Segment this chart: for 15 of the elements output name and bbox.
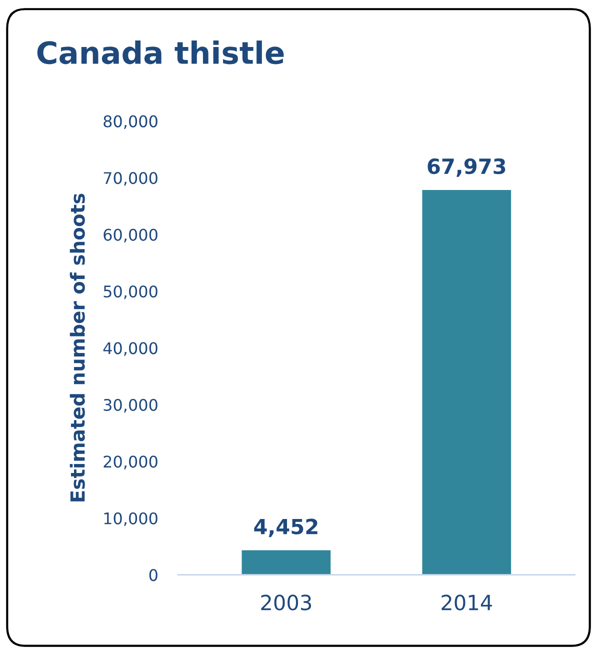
y-tick-label: 50,000 xyxy=(104,285,158,300)
x-tick-label: 2014 xyxy=(442,594,492,610)
y-tick-label: 0 xyxy=(149,569,158,582)
y-tick-label: 40,000 xyxy=(103,342,158,356)
y-tick-label: 60,000 xyxy=(104,228,158,242)
y-tick-label: 30,000 xyxy=(104,398,158,413)
x-tick-label: 2003 xyxy=(261,594,312,610)
chart-title: Canada thistle xyxy=(37,40,284,64)
y-tick-label: 20,000 xyxy=(104,456,158,470)
y-tick-label: 80,000 xyxy=(104,115,158,130)
y-tick-label: 10,000 xyxy=(104,512,158,526)
data-label: 67,973 xyxy=(428,158,506,177)
y-axis-title: Estimated number of shoots xyxy=(70,194,85,502)
y-tick-label: 70,000 xyxy=(104,172,158,186)
data-label: 4,452 xyxy=(254,518,318,538)
